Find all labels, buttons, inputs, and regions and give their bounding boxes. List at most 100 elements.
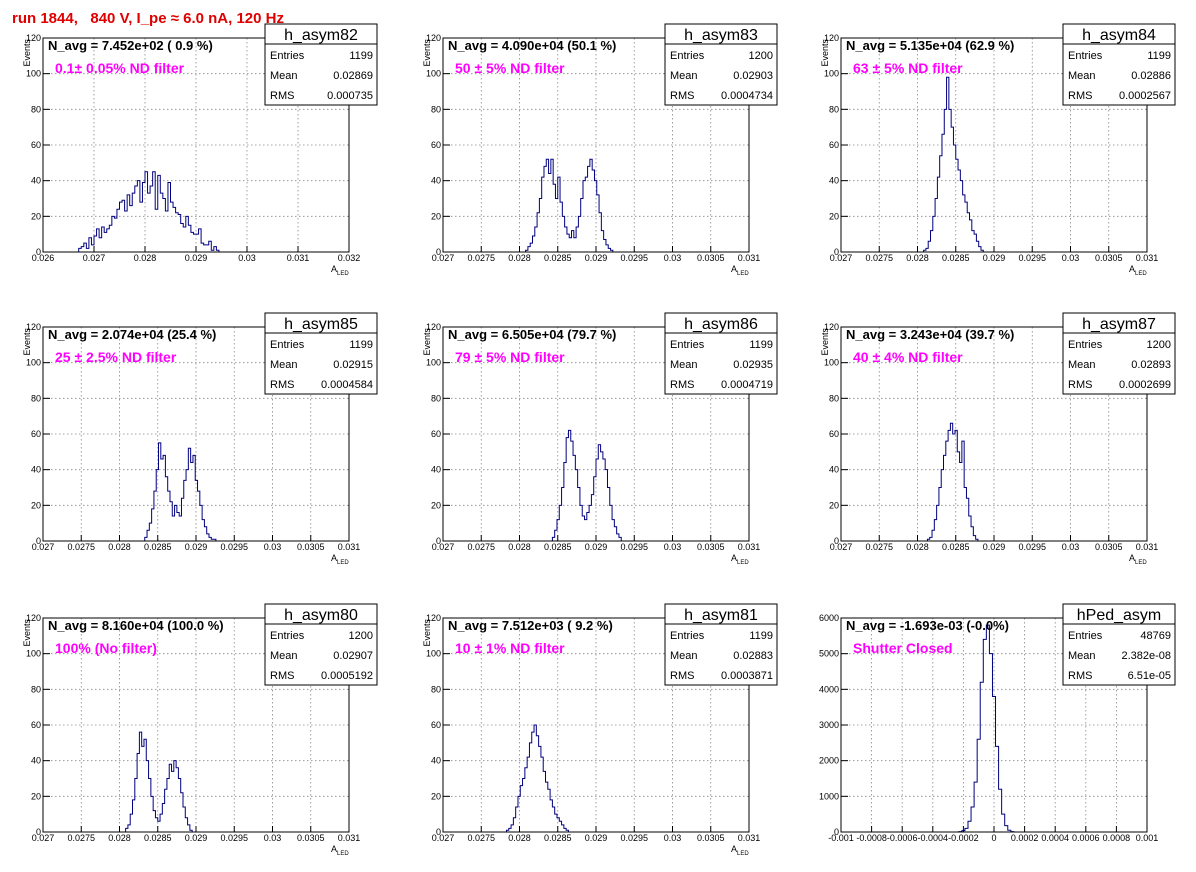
stats-value-mean: 0.02886 <box>1131 70 1171 82</box>
y-tick-label: 0 <box>36 827 41 837</box>
x-tick-label: 0.027 <box>32 542 55 552</box>
x-tick-label: 0.027 <box>32 833 55 843</box>
y-tick-label: 60 <box>431 429 441 439</box>
x-tick-label: 0.0275 <box>865 542 893 552</box>
y-tick-label: 80 <box>31 684 41 694</box>
y-tick-label: 3000 <box>819 720 839 730</box>
x-tick-label: 0.027 <box>83 253 106 263</box>
x-axis-title-main: A <box>1129 264 1135 274</box>
y-axis-title: Events <box>820 328 830 356</box>
x-axis-title-main: A <box>331 844 337 854</box>
x-tick-label: 0.029 <box>585 253 608 263</box>
n-avg-label: N_avg = 3.243e+04 (39.7 %) <box>846 327 1014 342</box>
stats-value-entries: 48769 <box>1140 630 1171 642</box>
histogram-panel-h_asym80: 0.027 0.0275 0.028 0.0285 0.029 0.0295 0.03 0.0… <box>22 603 378 857</box>
stats-value-entries: 1199 <box>1147 50 1171 62</box>
x-tick-label: 0.03 <box>664 833 682 843</box>
x-tick-label: 0.027 <box>432 253 455 263</box>
stats-box-title: h_asym81 <box>684 607 758 624</box>
x-tick-label: -0.0008 <box>856 833 887 843</box>
y-tick-label: 20 <box>31 500 41 510</box>
stats-value-mean: 0.02915 <box>333 359 373 371</box>
x-tick-label: 0.0305 <box>1095 253 1123 263</box>
y-tick-label: 40 <box>829 176 839 186</box>
stats-value-rms: 0.0004584 <box>321 379 373 391</box>
y-tick-label: 80 <box>829 393 839 403</box>
x-tick-label: 0.0275 <box>67 833 95 843</box>
y-tick-label: 60 <box>31 140 41 150</box>
y-axis-title: Events <box>22 39 32 67</box>
stats-label-entries: Entries <box>1068 50 1103 62</box>
x-tick-label: 0 <box>991 833 996 843</box>
x-tick-label: 0.03 <box>664 542 682 552</box>
y-tick-label: 0 <box>834 247 839 257</box>
stats-label-rms: RMS <box>270 90 294 102</box>
stats-label-mean: Mean <box>1068 650 1096 662</box>
y-tick-label: 0 <box>436 536 441 546</box>
x-tick-label: 0.031 <box>338 833 361 843</box>
y-tick-label: 20 <box>431 211 441 221</box>
x-axis-title-sub: LED <box>337 271 349 277</box>
filter-label: 63 ± 5% ND filter <box>853 60 963 76</box>
histogram-panel-h_asym85: 0.027 0.0275 0.028 0.0285 0.029 0.0295 0.03 0.0… <box>22 312 378 566</box>
n-avg-label: N_avg = 7.512e+03 ( 9.2 %) <box>448 618 613 633</box>
x-tick-label: 0.0295 <box>220 833 248 843</box>
x-tick-label: 0.0295 <box>1018 542 1046 552</box>
stats-label-mean: Mean <box>670 650 698 662</box>
x-tick-label: 0.0275 <box>67 542 95 552</box>
stats-box <box>1062 603 1176 686</box>
x-axis-title-main: A <box>331 264 337 274</box>
histogram-panel-hPed_asym: -0.001 -0.0008 -0.0006 -0.0004 -0.0002 0 0.000… <box>819 603 1176 843</box>
y-tick-label: 60 <box>829 140 839 150</box>
filter-label: Shutter Closed <box>853 640 953 656</box>
stats-value-entries: 1199 <box>349 50 373 62</box>
x-tick-label: 0.0295 <box>1018 253 1046 263</box>
n-avg-label: N_avg = 6.505e+04 (79.7 %) <box>448 327 616 342</box>
x-tick-label: 0.0285 <box>544 833 572 843</box>
stats-box-title: hPed_asym <box>1077 607 1162 624</box>
stats-label-entries: Entries <box>670 630 705 642</box>
x-tick-label: 0.0295 <box>620 833 648 843</box>
n-avg-label: N_avg = 2.074e+04 (25.4 %) <box>48 327 216 342</box>
stats-label-entries: Entries <box>670 50 705 62</box>
x-axis-title: ALED <box>731 844 749 857</box>
histogram-panel-h_asym84: 0.027 0.0275 0.028 0.0285 0.029 0.0295 0.03 0.0… <box>820 23 1176 277</box>
x-tick-label: 0.0305 <box>697 542 725 552</box>
y-tick-label: 40 <box>31 756 41 766</box>
x-tick-label: 0.031 <box>738 833 761 843</box>
stats-value-rms: 0.0003871 <box>721 670 773 682</box>
stats-box <box>1062 312 1176 395</box>
stats-label-rms: RMS <box>1068 670 1092 682</box>
x-tick-label: 0.032 <box>338 253 361 263</box>
x-tick-label: 0.0275 <box>467 542 495 552</box>
histogram-line <box>142 442 219 542</box>
stats-box <box>664 312 778 395</box>
stats-value-mean: 0.02907 <box>333 650 373 662</box>
y-tick-label: 100 <box>426 358 441 368</box>
stats-box-title: h_asym83 <box>684 27 758 44</box>
stats-box-title: h_asym87 <box>1082 316 1156 333</box>
y-tick-label: 120 <box>26 33 41 43</box>
stats-box <box>664 23 778 106</box>
stats-box <box>264 23 378 106</box>
x-axis-title: ALED <box>331 264 349 277</box>
filter-label: 10 ± 1% ND filter <box>455 640 565 656</box>
stats-label-mean: Mean <box>270 359 298 371</box>
filter-label: 25 ± 2.5% ND filter <box>55 349 177 365</box>
stats-value-rms: 6.51e-05 <box>1128 670 1171 682</box>
stats-value-entries: 1199 <box>749 339 773 351</box>
filter-label: 100% (No filter) <box>55 640 157 656</box>
y-tick-label: 100 <box>824 69 839 79</box>
x-tick-label: 0.0305 <box>1095 542 1123 552</box>
histogram-line <box>73 171 227 253</box>
stats-label-rms: RMS <box>670 670 694 682</box>
stats-value-entries: 1199 <box>749 630 773 642</box>
x-tick-label: 0.0285 <box>544 253 572 263</box>
stats-label-entries: Entries <box>270 339 305 351</box>
stats-label-mean: Mean <box>670 359 698 371</box>
y-tick-label: 2000 <box>819 756 839 766</box>
y-axis-title: Events <box>820 39 830 67</box>
histogram-panel-h_asym87: 0.027 0.0275 0.028 0.0285 0.029 0.0295 0.03 0.0… <box>820 312 1176 566</box>
stats-label-rms: RMS <box>670 379 694 391</box>
stats-box <box>1062 23 1176 106</box>
